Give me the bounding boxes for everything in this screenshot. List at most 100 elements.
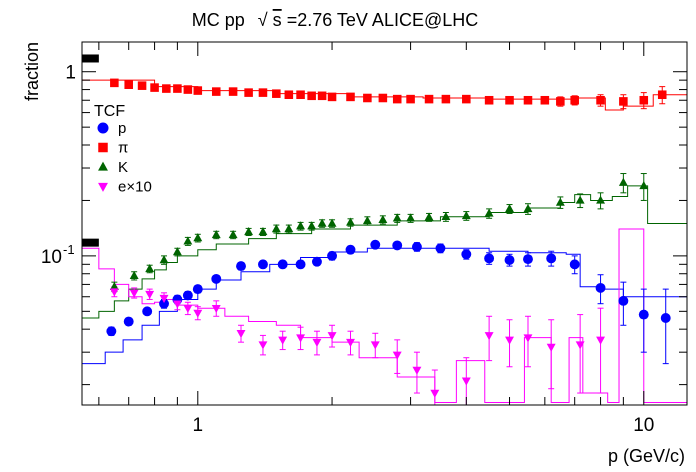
point-p-6 xyxy=(192,284,203,295)
point-K-6 xyxy=(193,233,203,242)
error-bar-e10-23 xyxy=(548,319,555,390)
legend-marker-1 xyxy=(98,142,108,153)
point-e10-22 xyxy=(523,334,533,343)
point-p-2 xyxy=(142,306,153,317)
point-pi-3 xyxy=(150,83,159,92)
point-p-9 xyxy=(258,259,268,270)
point-e10-16 xyxy=(392,351,402,360)
y-tick-label-10: 10 xyxy=(41,247,62,268)
point-K-13 xyxy=(296,221,306,230)
point-p-19 xyxy=(461,249,472,260)
legend-label-0: p xyxy=(118,120,126,137)
x-axis-label: p (GeV/c) xyxy=(608,446,685,466)
point-p-28 xyxy=(660,313,671,323)
point-p-16 xyxy=(392,240,403,251)
point-K-11 xyxy=(271,224,281,233)
x-tick-label-10: 10 xyxy=(633,415,654,436)
point-pi-34 xyxy=(639,95,649,105)
point-e10-1 xyxy=(129,289,139,298)
point-p-27 xyxy=(638,309,649,320)
point-p-23 xyxy=(546,253,557,264)
point-p-13 xyxy=(327,250,337,261)
chart-title: MC pp √ s =2.76 TeV ALICE@LHC xyxy=(192,10,479,30)
point-pi-25 xyxy=(462,94,471,104)
point-e10-3 xyxy=(159,294,169,303)
point-K-30 xyxy=(596,195,606,204)
point-e10-24 xyxy=(575,341,585,350)
point-pi-14 xyxy=(296,90,305,100)
chart-title-s: s xyxy=(273,10,282,30)
point-K-12 xyxy=(284,224,294,233)
point-p-1 xyxy=(123,316,134,327)
point-e10-9 xyxy=(258,341,268,350)
point-pi-2 xyxy=(137,81,147,90)
point-p-14 xyxy=(345,244,356,255)
point-pi-33 xyxy=(619,97,628,106)
point-K-4 xyxy=(172,247,182,256)
point-e10-12 xyxy=(312,338,322,348)
point-e10-18 xyxy=(430,389,440,398)
point-K-31 xyxy=(618,177,628,186)
point-e10-25 xyxy=(596,336,606,345)
point-pi-11 xyxy=(258,88,268,97)
point-pi-19 xyxy=(363,93,372,103)
point-K-14 xyxy=(307,221,317,230)
chart-title-suffix: =2.76 TeV ALICE@LHC xyxy=(287,10,479,30)
point-pi-8 xyxy=(211,87,221,96)
point-p-24 xyxy=(569,259,580,270)
point-p-12 xyxy=(311,256,322,267)
point-e10-5 xyxy=(183,304,193,314)
point-p-15 xyxy=(370,239,381,250)
point-e10-6 xyxy=(193,309,203,318)
point-p-11 xyxy=(295,259,306,270)
point-pi-15 xyxy=(307,91,316,101)
point-K-3 xyxy=(159,255,169,264)
point-pi-10 xyxy=(244,88,253,97)
point-e10-13 xyxy=(327,332,337,341)
error-bar-e10-24 xyxy=(577,314,584,394)
point-pi-7 xyxy=(193,86,203,95)
point-pi-9 xyxy=(228,87,238,96)
point-p-26 xyxy=(618,295,629,306)
point-e10-20 xyxy=(484,332,494,341)
point-K-7 xyxy=(211,230,221,239)
point-K-23 xyxy=(441,211,451,221)
point-p-21 xyxy=(504,255,515,265)
error-bar-p-27 xyxy=(640,288,647,353)
point-pi-20 xyxy=(378,93,388,103)
point-K-17 xyxy=(346,217,355,226)
point-K-15 xyxy=(317,218,327,227)
point-p-22 xyxy=(523,254,533,265)
point-p-8 xyxy=(236,261,246,272)
point-K-10 xyxy=(258,227,268,236)
point-K-27 xyxy=(523,204,533,213)
point-e10-0 xyxy=(109,288,119,297)
legend-title: TCF xyxy=(94,103,125,120)
y-axis-label: fraction xyxy=(22,42,42,101)
point-pi-30 xyxy=(556,97,565,106)
histogram-layer xyxy=(82,79,687,403)
point-K-21 xyxy=(406,213,416,222)
point-e10-15 xyxy=(370,341,380,350)
black-bar-lower xyxy=(82,238,99,247)
point-p-10 xyxy=(277,259,288,270)
point-K-25 xyxy=(484,208,494,217)
point-K-8 xyxy=(228,230,238,239)
black-bar-upper xyxy=(82,54,99,63)
point-pi-28 xyxy=(523,95,533,105)
point-K-32 xyxy=(639,181,649,190)
point-p-25 xyxy=(595,282,606,293)
point-e10-2 xyxy=(145,290,155,299)
point-pi-12 xyxy=(272,89,281,98)
point-pi-18 xyxy=(346,92,355,102)
point-K-24 xyxy=(461,210,471,220)
axes-box xyxy=(81,41,688,406)
legend-label-2: K xyxy=(118,159,128,176)
point-p-7 xyxy=(211,273,222,284)
error-bar-e10-18 xyxy=(431,369,438,406)
point-e10-10 xyxy=(278,336,288,345)
legend-marker-3 xyxy=(98,182,108,192)
point-K-0 xyxy=(109,281,119,290)
